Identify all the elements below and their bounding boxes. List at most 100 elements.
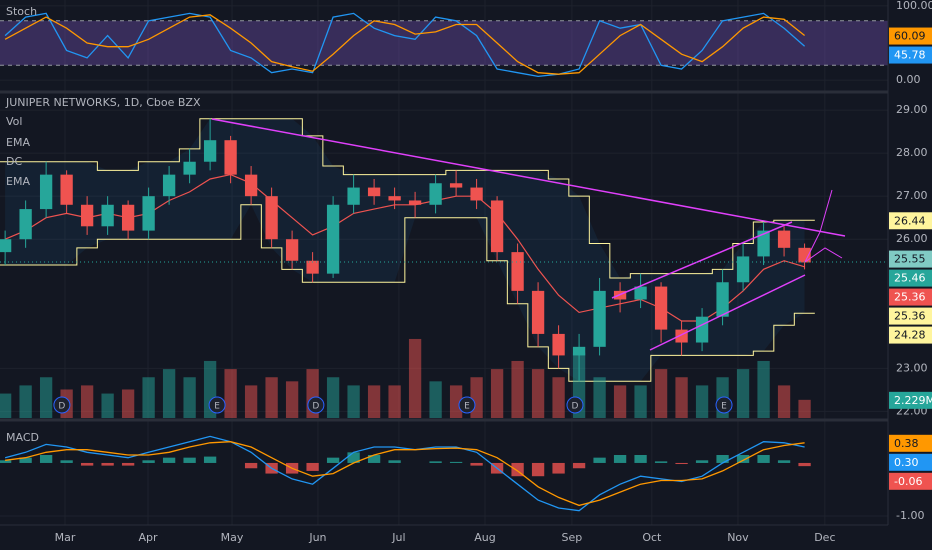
indicator-label: EMA xyxy=(6,175,30,188)
stoch-line xyxy=(4,14,806,75)
volume-bar xyxy=(408,338,422,418)
x-tick-label: May xyxy=(221,531,244,544)
candle-body xyxy=(203,140,217,162)
y-tick-label: 27.00 xyxy=(896,189,928,202)
candle-body xyxy=(285,239,299,261)
pane-title: MACD xyxy=(6,431,39,444)
volume-bar xyxy=(470,377,483,418)
histogram-bar xyxy=(19,457,32,463)
volume-bar xyxy=(326,377,340,418)
histogram-bar xyxy=(244,462,258,469)
histogram-bar xyxy=(593,457,606,463)
y-tick-label: 29.00 xyxy=(896,103,928,116)
candle-body xyxy=(244,174,258,197)
candle-body xyxy=(716,282,729,317)
candle-body xyxy=(306,260,319,274)
badge xyxy=(889,307,932,325)
event-marker xyxy=(458,396,476,414)
candle-body xyxy=(121,204,135,231)
volume-bar xyxy=(388,385,401,418)
histogram-bar xyxy=(101,462,114,466)
histogram-bar xyxy=(203,456,217,463)
histogram-bar xyxy=(162,457,176,463)
volume-bar xyxy=(552,377,565,418)
volume-bar xyxy=(675,377,688,418)
volume-bar xyxy=(511,360,524,418)
candle-body xyxy=(19,209,32,240)
volume-bar xyxy=(80,385,94,418)
badge xyxy=(889,212,932,230)
candle-body xyxy=(162,174,176,197)
volume-bar xyxy=(183,377,196,418)
histogram-bar xyxy=(470,462,483,466)
histogram-bar xyxy=(634,455,647,463)
pane-title: JUNIPER NETWORKS, 1D, Cboe BZX xyxy=(5,96,201,109)
histogram-bar xyxy=(531,462,545,477)
candle-body xyxy=(695,316,709,343)
volume-bar xyxy=(19,385,32,418)
badge-label: 26.44 xyxy=(894,214,926,227)
histogram-bar xyxy=(429,461,442,463)
volume-bar xyxy=(757,360,770,418)
badge-label: 25.36 xyxy=(894,291,926,304)
candle-body xyxy=(593,290,606,347)
histogram-bar xyxy=(716,455,729,463)
histogram-bar xyxy=(695,460,709,463)
candle-body xyxy=(736,256,750,283)
candle-body xyxy=(388,196,401,201)
event-marker xyxy=(53,396,71,414)
histogram-bar xyxy=(777,460,791,463)
volume-bar xyxy=(449,385,463,418)
candle-body xyxy=(470,187,483,201)
y-tick-label: 26.00 xyxy=(896,232,928,245)
badge-label: 25.55 xyxy=(894,253,926,266)
event-label: E xyxy=(721,402,727,412)
histogram-bar xyxy=(80,462,94,466)
candle-body xyxy=(572,346,586,356)
trend-line xyxy=(211,118,846,237)
histogram-bar xyxy=(798,462,811,467)
volume-bar xyxy=(0,393,12,418)
histogram-bar xyxy=(613,455,627,463)
x-tick-label: Dec xyxy=(814,531,835,544)
volume-bar xyxy=(593,377,606,418)
badge xyxy=(889,269,932,287)
histogram-bar xyxy=(347,452,360,463)
projection-arrow xyxy=(804,247,843,263)
candle-body xyxy=(80,204,94,227)
volume-bar xyxy=(613,385,627,418)
event-label: E xyxy=(464,402,470,412)
event-marker xyxy=(566,396,584,414)
badge xyxy=(889,288,932,306)
candle-body xyxy=(183,161,196,175)
event-label: E xyxy=(214,402,220,412)
y-tick-label: 28.00 xyxy=(896,146,928,159)
x-tick-label: Jun xyxy=(308,531,326,544)
volume-bar xyxy=(121,389,135,418)
volume-bar xyxy=(654,369,668,418)
badge xyxy=(889,391,932,409)
badge-label: 0.30 xyxy=(894,456,919,469)
badge-label: 2.229M xyxy=(894,394,932,407)
histogram-bar xyxy=(654,461,668,463)
candle-body xyxy=(511,252,524,291)
candle-body xyxy=(531,290,545,334)
candle-body xyxy=(0,239,12,253)
badge-label: 25.36 xyxy=(894,310,926,323)
candle-body xyxy=(757,230,770,257)
volume-bar xyxy=(224,369,237,418)
indicator-label: EMA xyxy=(6,136,30,149)
candle-body xyxy=(798,247,811,263)
candle-body xyxy=(224,140,237,175)
stoch-band xyxy=(0,20,888,66)
badge xyxy=(889,250,932,268)
event-marker xyxy=(307,396,325,414)
candle-body xyxy=(142,196,155,231)
histogram-bar xyxy=(388,460,401,463)
histogram-bar xyxy=(60,460,73,463)
trend-line xyxy=(649,274,806,351)
histogram-bar xyxy=(757,455,770,463)
event-label: D xyxy=(572,402,579,412)
volume-bar xyxy=(798,399,811,418)
badge-label: 60.09 xyxy=(894,30,926,43)
